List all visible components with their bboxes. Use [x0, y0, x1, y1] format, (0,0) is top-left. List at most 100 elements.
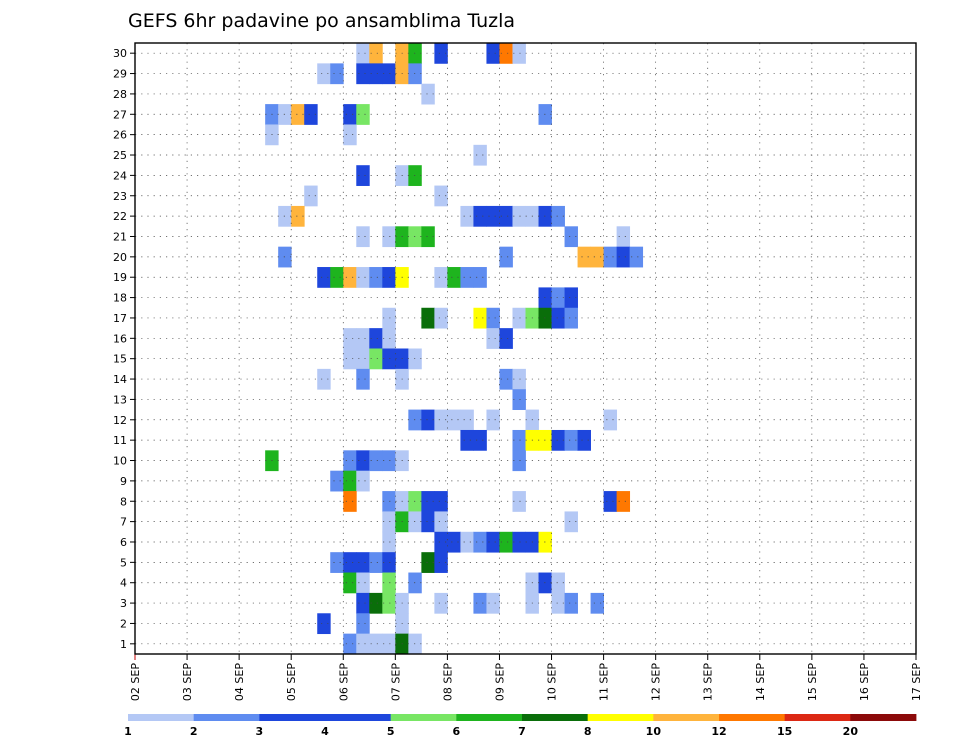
heatmap-cell [369, 348, 383, 370]
heatmap-cell [304, 104, 318, 125]
heatmap-cell [343, 633, 357, 655]
heatmap-cell [356, 165, 370, 186]
y-tick-label: 8 [120, 495, 127, 508]
legend-level-label: 2 [190, 725, 198, 738]
heatmap-cell [421, 307, 435, 329]
heatmap-cell [382, 511, 396, 533]
heatmap-cell [460, 205, 474, 227]
heatmap-cell [460, 429, 474, 451]
heatmap-cell [512, 389, 526, 410]
heatmap-cell [382, 491, 396, 512]
heatmap-cell [382, 348, 396, 370]
heatmap-cell [564, 287, 578, 309]
heatmap-cell [317, 368, 331, 390]
x-tick-label: 12 SEP [650, 663, 663, 701]
heatmap-cell [369, 43, 383, 64]
heatmap-cell [473, 592, 487, 614]
color-legend: 1 2 3 4 5 6 7 8 10 12 15 20 [124, 714, 917, 738]
x-tick-label: 14 SEP [754, 663, 767, 701]
heatmap-cell [616, 226, 631, 248]
y-tick-label: 10 [113, 455, 127, 468]
heatmap-cell [603, 246, 618, 268]
heatmap-cell [499, 531, 513, 553]
heatmap-cell [304, 185, 318, 207]
legend-color-swatch [325, 714, 392, 721]
heatmap-cell [356, 613, 370, 635]
heatmap-cell [512, 307, 526, 329]
heatmap-cell [356, 572, 370, 594]
y-tick-label: 1 [120, 638, 127, 651]
x-tick-label: 05 SEP [285, 663, 298, 701]
heatmap-cell [460, 267, 474, 288]
y-tick-label: 28 [113, 88, 127, 101]
y-tick-label: 13 [113, 393, 127, 406]
heatmap-cell [382, 633, 396, 655]
legend-color-swatch [390, 714, 457, 721]
heatmap-cell [382, 572, 396, 594]
legend-level-label: 8 [584, 725, 592, 738]
heatmap-cell [473, 307, 487, 329]
y-tick-label: 16 [113, 332, 127, 345]
heatmap-cell [369, 450, 383, 472]
y-tick-label: 4 [120, 577, 127, 590]
heatmap-cell [577, 246, 591, 268]
heatmap-cell [512, 368, 526, 390]
heatmap-cell [473, 267, 487, 288]
y-tick-label: 22 [113, 210, 127, 223]
heatmap-cell [434, 592, 448, 614]
x-tick-label: 02 SEP [129, 663, 142, 701]
plot-frame [134, 42, 917, 655]
heatmap-cell [486, 592, 500, 614]
heatmap-cell [330, 470, 344, 492]
heatmap-cell [382, 450, 396, 472]
legend-level-label: 5 [387, 725, 395, 738]
heatmap-cell [369, 592, 383, 614]
legend-color-swatch [456, 714, 523, 721]
heatmap-cell [382, 592, 396, 614]
y-tick-label: 2 [120, 617, 127, 630]
heatmap-cell [356, 63, 370, 85]
legend-color-swatch [193, 714, 260, 721]
legend-level-label: 1 [124, 725, 132, 738]
heatmap-cell [551, 429, 565, 451]
chart-title: GEFS 6hr padavine po ansamblima Tuzla [128, 10, 515, 32]
heatmap-cell [356, 267, 370, 288]
heatmap-cell [603, 409, 618, 431]
heatmap-cell [343, 491, 357, 512]
heatmap-cell [343, 450, 357, 472]
heatmap-cell [382, 552, 396, 573]
heatmap-cell [499, 328, 513, 349]
heatmap-cell [551, 307, 565, 329]
y-tick-label: 14 [113, 373, 127, 386]
heatmap-cell [356, 43, 370, 64]
y-tick-label: 9 [120, 475, 127, 488]
heatmap-cell [486, 409, 500, 431]
heatmap-cell [434, 552, 448, 573]
heatmap-cell [564, 226, 578, 248]
heatmap-cell [486, 531, 500, 553]
heatmap-cell [499, 43, 513, 64]
y-tick-label: 24 [113, 169, 127, 182]
legend-level-label: 12 [711, 725, 726, 738]
heatmap-cell [343, 470, 357, 492]
legend-color-swatch [587, 714, 654, 721]
legend-color-swatch [653, 714, 720, 721]
heatmap-cell [590, 592, 604, 614]
heatmap-cell [343, 267, 357, 288]
y-tick-label: 26 [113, 129, 127, 142]
x-tick-label: 13 SEP [702, 663, 715, 701]
y-tick-label: 21 [113, 230, 127, 243]
x-axis-ticks: 02 SEP 03 SEP 04 SEP 05 SEP 06 SEP 07 SEP 08 S… [129, 654, 923, 701]
x-tick-label: 08 SEP [441, 663, 454, 701]
y-tick-label: 5 [120, 556, 127, 569]
heatmap-cell [421, 226, 435, 248]
heatmap-cell [356, 633, 370, 655]
y-tick-label: 15 [113, 353, 127, 366]
heatmap-cell [421, 491, 435, 512]
heatmap-cell [382, 226, 396, 248]
heatmap-cell [356, 592, 370, 614]
heatmap-cell [473, 144, 487, 166]
heatmap-cell [382, 307, 396, 329]
y-tick-label: 11 [113, 434, 127, 447]
legend-color-swatch [259, 714, 326, 721]
